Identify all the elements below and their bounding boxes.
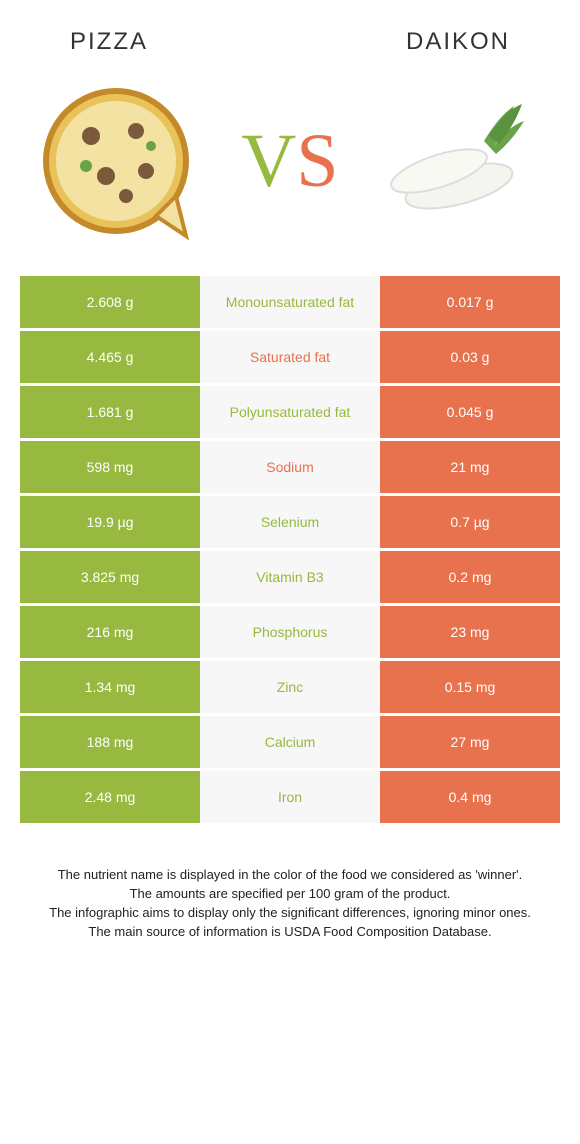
left-value: 1.34 mg — [20, 661, 200, 713]
table-row: 216 mgPhosphorus23 mg — [20, 606, 560, 658]
left-value: 2.608 g — [20, 276, 200, 328]
right-value: 0.15 mg — [380, 661, 560, 713]
right-value: 0.4 mg — [380, 771, 560, 823]
left-value: 598 mg — [20, 441, 200, 493]
vs-s: S — [296, 119, 338, 203]
table-row: 188 mgCalcium27 mg — [20, 716, 560, 768]
footer-line: The nutrient name is displayed in the co… — [40, 866, 540, 885]
nutrient-label: Zinc — [200, 661, 380, 713]
left-value: 1.681 g — [20, 386, 200, 438]
left-value: 2.48 mg — [20, 771, 200, 823]
vs-v: V — [241, 119, 296, 203]
table-row: 19.9 µgSelenium0.7 µg — [20, 496, 560, 548]
hero-row: VS — [0, 66, 580, 276]
left-value: 3.825 mg — [20, 551, 200, 603]
footer-line: The amounts are specified per 100 gram o… — [40, 885, 540, 904]
right-value: 0.2 mg — [380, 551, 560, 603]
right-value: 27 mg — [380, 716, 560, 768]
pizza-icon — [36, 76, 206, 246]
infographic-root: PIZZA DAIKON VS — [0, 0, 580, 941]
table-row: 3.825 mgVitamin B30.2 mg — [20, 551, 560, 603]
left-value: 19.9 µg — [20, 496, 200, 548]
right-value: 21 mg — [380, 441, 560, 493]
footer-line: The main source of information is USDA F… — [40, 923, 540, 942]
left-value: 4.465 g — [20, 331, 200, 383]
table-row: 598 mgSodium21 mg — [20, 441, 560, 493]
nutrient-label: Saturated fat — [200, 331, 380, 383]
left-value: 188 mg — [20, 716, 200, 768]
right-value: 0.7 µg — [380, 496, 560, 548]
footer-line: The infographic aims to display only the… — [40, 904, 540, 923]
title-right: DAIKON — [406, 28, 510, 56]
nutrient-label: Sodium — [200, 441, 380, 493]
right-value: 23 mg — [380, 606, 560, 658]
table-row: 4.465 gSaturated fat0.03 g — [20, 331, 560, 383]
nutrient-label: Polyunsaturated fat — [200, 386, 380, 438]
footer-notes: The nutrient name is displayed in the co… — [0, 826, 580, 941]
title-row: PIZZA DAIKON — [0, 0, 580, 66]
right-value: 0.03 g — [380, 331, 560, 383]
nutrient-label: Vitamin B3 — [200, 551, 380, 603]
daikon-icon — [374, 76, 544, 246]
nutrient-label: Monounsaturated fat — [200, 276, 380, 328]
pizza-image — [36, 76, 206, 246]
vs-label: VS — [241, 118, 338, 205]
nutrient-label: Iron — [200, 771, 380, 823]
daikon-image — [374, 76, 544, 246]
table-row: 1.34 mgZinc0.15 mg — [20, 661, 560, 713]
table-row: 2.608 gMonounsaturated fat0.017 g — [20, 276, 560, 328]
right-value: 0.017 g — [380, 276, 560, 328]
right-value: 0.045 g — [380, 386, 560, 438]
title-left: PIZZA — [70, 28, 148, 56]
left-value: 216 mg — [20, 606, 200, 658]
nutrient-label: Phosphorus — [200, 606, 380, 658]
nutrient-label: Selenium — [200, 496, 380, 548]
table-row: 2.48 mgIron0.4 mg — [20, 771, 560, 823]
nutrient-label: Calcium — [200, 716, 380, 768]
nutrient-table: 2.608 gMonounsaturated fat0.017 g4.465 g… — [0, 276, 580, 823]
table-row: 1.681 gPolyunsaturated fat0.045 g — [20, 386, 560, 438]
